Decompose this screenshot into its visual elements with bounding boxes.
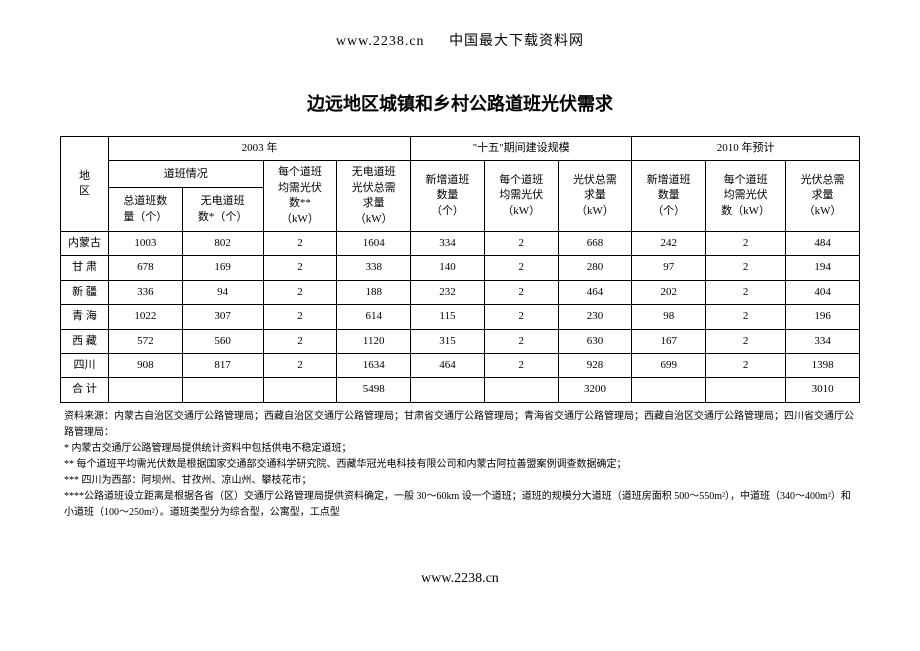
footnote-3: *** 四川为西部：阿坝州、甘孜州、凉山州、攀枝花市；: [64, 473, 856, 489]
table-row-total: 合 计549832003010: [61, 378, 860, 402]
table-row: 青 海102230726141152230982196: [61, 305, 860, 329]
page-title: 边远地区城镇和乡村公路道班光伏需求: [60, 90, 860, 116]
page-header: www.2238.cn 中国最大下载资料网: [60, 30, 860, 50]
table-row: 四川90881721634464292869921398: [61, 353, 860, 377]
table-row: 新 疆33694218823224642022404: [61, 280, 860, 304]
col-total-count: 总道班数 量（个）: [108, 188, 182, 232]
group-2003: 2003 年: [108, 137, 410, 161]
sub-daoban: 道班情况: [108, 161, 263, 188]
col-total-pv-2003: 无电道班 光伏总需 求量 （kW）: [337, 161, 411, 232]
footnote-1: * 内蒙古交通厅公路管理局提供统计资料中包括供电不稳定道班；: [64, 441, 856, 457]
footnotes: 资料来源：内蒙古自治区交通厅公路管理局；西藏自治区交通厅公路管理局；甘肃省交通厅…: [60, 409, 860, 521]
header-site-name: 中国最大下载资料网: [449, 34, 584, 49]
data-table: 地 区 2003 年 "十五"期间建设规模 2010 年预计 道班情况 每个道班…: [60, 136, 860, 403]
footer-url: www.2238.cn: [60, 571, 860, 587]
col-new-count-15: 新增道班 数量 （个）: [411, 161, 485, 232]
group-15th: "十五"期间建设规模: [411, 137, 632, 161]
footnote-4: ****公路道班设立距离是根据各省（区）交通厅公路管理局提供资料确定，一般 30…: [64, 489, 856, 521]
col-noelec-count: 无电道班 数*（个）: [182, 188, 263, 232]
table-row: 内蒙古10038022160433426682422484: [61, 231, 860, 255]
group-2010: 2010 年预计: [632, 137, 860, 161]
col-region: 地 区: [61, 137, 109, 232]
table-row: 甘 肃67816923381402280972194: [61, 256, 860, 280]
col-avg-pv-15: 每个道班 均需光伏 （kW）: [484, 161, 558, 232]
col-total-pv-15: 光伏总需 求量 （kW）: [558, 161, 632, 232]
header-url: www.2238.cn: [336, 34, 425, 49]
col-avg-pv-10: 每个道班 均需光伏 数（kW）: [706, 161, 786, 232]
col-total-pv-10: 光伏总需 求量 （kW）: [786, 161, 860, 232]
footnote-source: 资料来源：内蒙古自治区交通厅公路管理局；西藏自治区交通厅公路管理局；甘肃省交通厅…: [64, 409, 856, 441]
col-avg-pv-2003: 每个道班 均需光伏 数** （kW）: [263, 161, 337, 232]
col-new-count-10: 新增道班 数量 （个）: [632, 161, 706, 232]
footnote-2: ** 每个道班平均需光伏数是根据国家交通部交通科学研究院、西藏华冠光电科技有限公…: [64, 457, 856, 473]
table-row: 西 藏5725602112031526301672334: [61, 329, 860, 353]
